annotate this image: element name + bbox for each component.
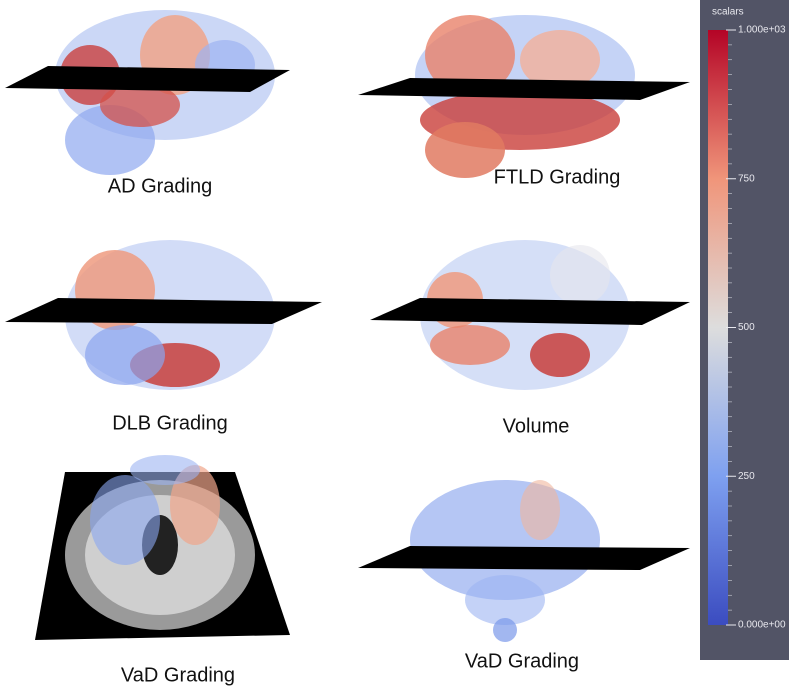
colorbar-tick-label: 1.000e+03 <box>738 25 786 36</box>
panel-label: VaD Grading <box>121 664 235 686</box>
panel-label: AD Grading <box>108 175 213 197</box>
panel-label: DLB Grading <box>112 412 228 434</box>
panel-label: FTLD Grading <box>494 166 621 188</box>
brain-render <box>5 10 290 175</box>
slice <box>370 298 690 325</box>
panel-label: Volume <box>503 415 570 437</box>
brain-render <box>358 15 690 178</box>
brain-render <box>35 455 290 640</box>
colorbar-tick-label: 750 <box>738 173 755 184</box>
colorbar-title: scalars <box>712 7 744 18</box>
slice <box>358 546 690 570</box>
slice <box>358 78 690 100</box>
colorbar-tick-label: 500 <box>738 322 755 333</box>
colorbar-tick-label: 0.000e+00 <box>738 620 786 631</box>
slice <box>5 298 322 324</box>
colorbar-tick-label: 250 <box>738 471 755 482</box>
brain-render <box>5 240 322 390</box>
slice <box>5 66 290 92</box>
colorbar-scale <box>708 30 728 625</box>
panel-label: VaD Grading <box>465 650 579 672</box>
brain-render <box>358 480 690 642</box>
brain-render <box>370 240 690 390</box>
colorbar: scalars 1.000e+03 750 500 250 0.000e+00 <box>700 0 789 660</box>
